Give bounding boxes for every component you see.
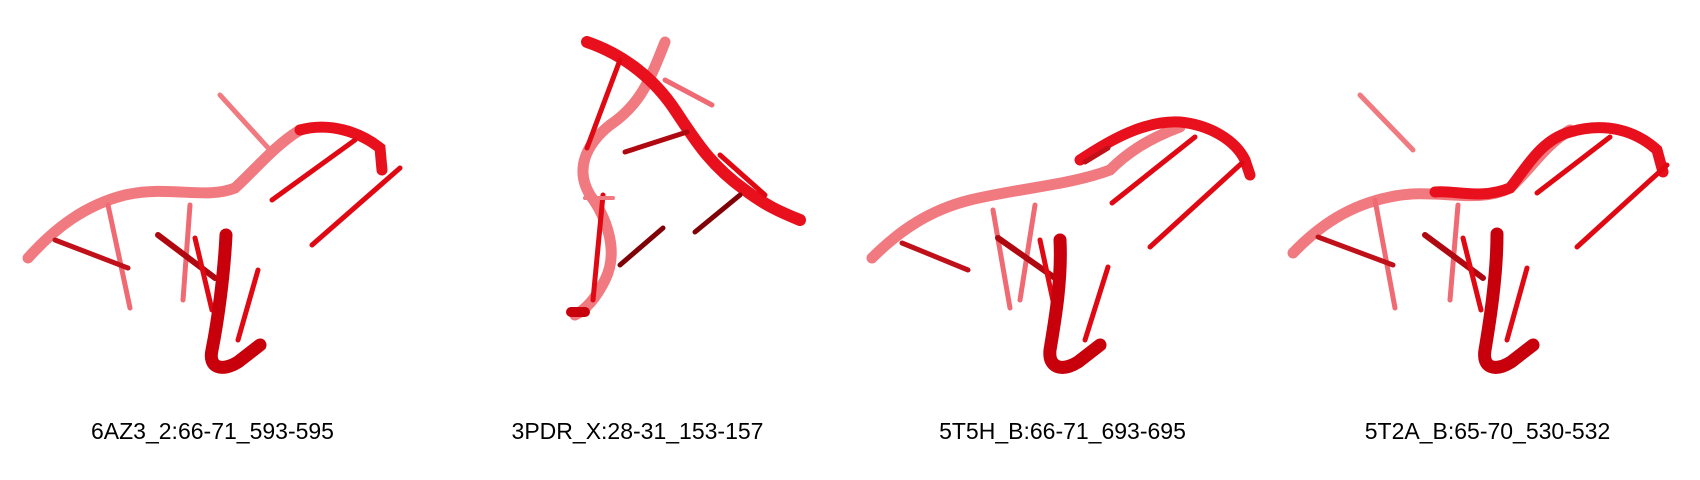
base-stick bbox=[1372, 197, 1398, 311]
base-stick bbox=[180, 202, 193, 303]
structure-panel-4: 5T2A_B:65-70_530-532 bbox=[1275, 0, 1700, 480]
structure-label: 6AZ3_2:66-71_593-595 bbox=[91, 418, 334, 444]
base-stick bbox=[899, 240, 971, 273]
base-stick bbox=[1447, 202, 1461, 303]
base-stick bbox=[269, 137, 358, 203]
structure-label: 5T2A_B:65-70_530-532 bbox=[1364, 418, 1611, 444]
base-stick bbox=[1017, 202, 1038, 303]
backbone-main bbox=[1429, 122, 1669, 200]
structure-label: 5T5H_B:66-71_693-695 bbox=[939, 418, 1186, 444]
base-stick bbox=[1534, 134, 1613, 196]
backbone-hairpin bbox=[1478, 227, 1540, 374]
rna-motif-render-3 bbox=[866, 116, 1256, 374]
backbone-faded bbox=[866, 121, 1186, 264]
base-stick bbox=[662, 77, 715, 108]
base-stick bbox=[584, 57, 623, 151]
backbone-faded bbox=[569, 36, 671, 321]
backbone-main bbox=[294, 121, 388, 176]
structure-panel-1: 6AZ3_2:66-71_593-595 bbox=[0, 0, 425, 480]
base-stick bbox=[717, 152, 768, 198]
base-stick bbox=[622, 129, 690, 155]
backbone-faded bbox=[22, 124, 306, 264]
base-stick bbox=[217, 92, 273, 153]
backbone-main bbox=[581, 36, 806, 226]
structure-panel-3: 5T5H_B:66-71_693-695 bbox=[850, 0, 1275, 480]
structure-panel-2: 3PDR_X:28-31_153-157 bbox=[425, 0, 850, 480]
base-stick bbox=[105, 202, 133, 311]
base-stick bbox=[1574, 162, 1670, 250]
base-stick bbox=[990, 207, 1013, 311]
base-stick bbox=[617, 225, 666, 268]
rna-motif-render-2 bbox=[566, 36, 806, 321]
base-stick bbox=[52, 237, 131, 271]
base-stick bbox=[1504, 265, 1530, 343]
rna-motif-render-1 bbox=[22, 92, 403, 374]
base-stick bbox=[1082, 264, 1111, 343]
base-stick bbox=[1315, 234, 1396, 268]
base-stick bbox=[1082, 145, 1111, 165]
rna-motif-render-4 bbox=[1287, 92, 1670, 374]
base-stick bbox=[1357, 92, 1416, 153]
backbone-hairpin bbox=[1043, 233, 1107, 374]
base-stick bbox=[235, 267, 261, 343]
backbone-main bbox=[1074, 116, 1256, 181]
base-stick bbox=[1147, 160, 1245, 250]
backbone-hairpin bbox=[204, 228, 267, 374]
base-stick bbox=[309, 165, 403, 248]
base-stick bbox=[692, 192, 743, 235]
base-stick bbox=[1109, 134, 1198, 206]
base-stick bbox=[1460, 235, 1484, 313]
structure-label: 3PDR_X:28-31_153-157 bbox=[511, 418, 764, 444]
base-stick bbox=[590, 192, 606, 303]
base-stick bbox=[192, 235, 215, 313]
base-stick bbox=[155, 232, 218, 281]
